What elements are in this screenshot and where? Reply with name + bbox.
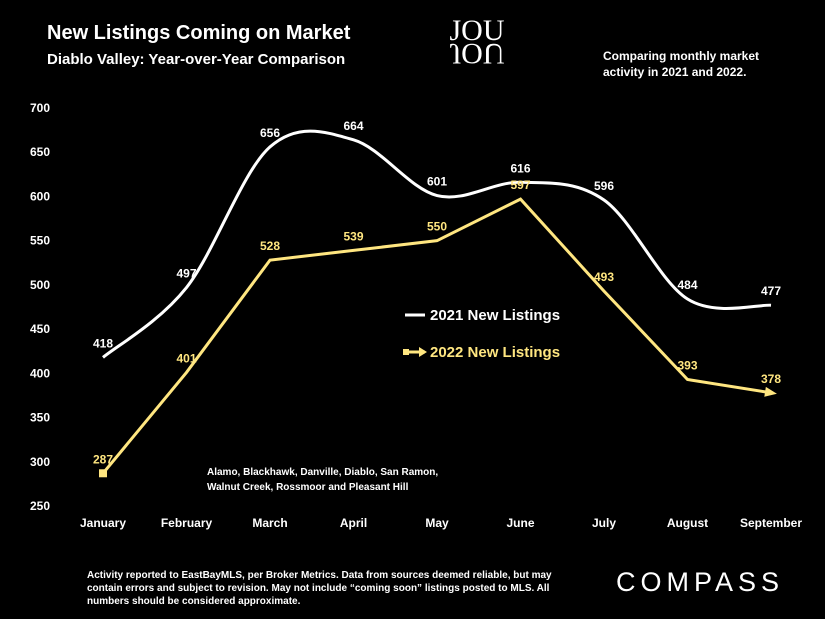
y-tick-label: 700 bbox=[30, 101, 50, 115]
y-tick-label: 300 bbox=[30, 455, 50, 469]
y-tick-label: 350 bbox=[30, 411, 50, 425]
data-label-2021: 664 bbox=[343, 119, 363, 133]
data-label-2021: 601 bbox=[427, 175, 447, 189]
x-tick-label: March bbox=[252, 516, 287, 530]
series-markers bbox=[99, 386, 777, 478]
data-label-2021: 477 bbox=[761, 284, 781, 298]
y-tick-label: 550 bbox=[30, 234, 50, 248]
legend-2021-label: 2021 New Listings bbox=[430, 307, 560, 324]
x-tick-label: January bbox=[80, 516, 126, 530]
series-2022-start-marker bbox=[99, 469, 107, 478]
x-tick-label: July bbox=[592, 516, 616, 530]
data-label-2021: 484 bbox=[677, 278, 697, 292]
series-2021-line bbox=[102, 129, 772, 359]
chart-title: New Listings Coming on Market bbox=[47, 22, 351, 44]
data-label-2021: 497 bbox=[176, 267, 196, 281]
y-axis: 250 300 350 400 450 500 550 600 650 700 bbox=[30, 101, 50, 513]
legend-2022-marker bbox=[403, 349, 409, 355]
x-tick-label: May bbox=[425, 516, 449, 530]
logo-text: JOU bbox=[449, 14, 504, 47]
x-axis: January February March April May June July Augu… bbox=[80, 516, 802, 530]
jou-logo: JOU JOU bbox=[449, 14, 504, 70]
source-footnote: Activity reported to EastBayMLS, per Bro… bbox=[87, 570, 552, 607]
x-tick-label: April bbox=[340, 516, 367, 530]
series-2022-end-arrow bbox=[764, 386, 777, 397]
y-tick-label: 500 bbox=[30, 278, 50, 292]
data-label-2022: 378 bbox=[761, 372, 781, 386]
x-tick-label: June bbox=[506, 516, 534, 530]
data-label-2021: 656 bbox=[260, 126, 280, 140]
chart-subtitle: Diablo Valley: Year-over-Year Comparison bbox=[47, 51, 346, 68]
data-label-2022: 539 bbox=[343, 229, 363, 243]
x-tick-label: February bbox=[161, 516, 213, 530]
logo-text-mirror: JOU bbox=[449, 37, 504, 70]
data-label-2021: 418 bbox=[93, 336, 113, 350]
series-2022-line bbox=[101, 197, 772, 475]
data-labels: 418 497 656 664 601 616 596 484 477 287 401 528 539 5… bbox=[93, 119, 781, 466]
y-tick-label: 400 bbox=[30, 366, 50, 380]
data-label-2022: 550 bbox=[427, 220, 447, 234]
comparison-note: Comparing monthly market activity in 202… bbox=[603, 49, 760, 79]
data-label-2022: 393 bbox=[677, 359, 697, 373]
legend-2022-arrow bbox=[419, 347, 427, 357]
legend: 2021 New Listings 2022 New Listings bbox=[403, 307, 560, 361]
legend-2022-label: 2022 New Listings bbox=[430, 344, 560, 361]
x-tick-label: September bbox=[740, 516, 802, 530]
data-label-2022: 597 bbox=[510, 178, 530, 192]
data-label-2022: 528 bbox=[260, 239, 280, 253]
data-label-2021: 616 bbox=[510, 161, 530, 175]
y-tick-label: 600 bbox=[30, 189, 50, 203]
compass-logo: COMPASS bbox=[616, 567, 785, 597]
data-label-2021: 596 bbox=[594, 179, 614, 193]
x-tick-label: August bbox=[667, 516, 708, 530]
data-label-2022: 287 bbox=[93, 452, 113, 466]
y-tick-label: 650 bbox=[30, 145, 50, 159]
regions-note: Alamo, Blackhawk, Danville, Diablo, San … bbox=[207, 467, 439, 493]
y-tick-label: 250 bbox=[30, 499, 50, 513]
data-label-2022: 493 bbox=[594, 270, 614, 284]
data-label-2022: 401 bbox=[176, 351, 196, 365]
y-tick-label: 450 bbox=[30, 322, 50, 336]
